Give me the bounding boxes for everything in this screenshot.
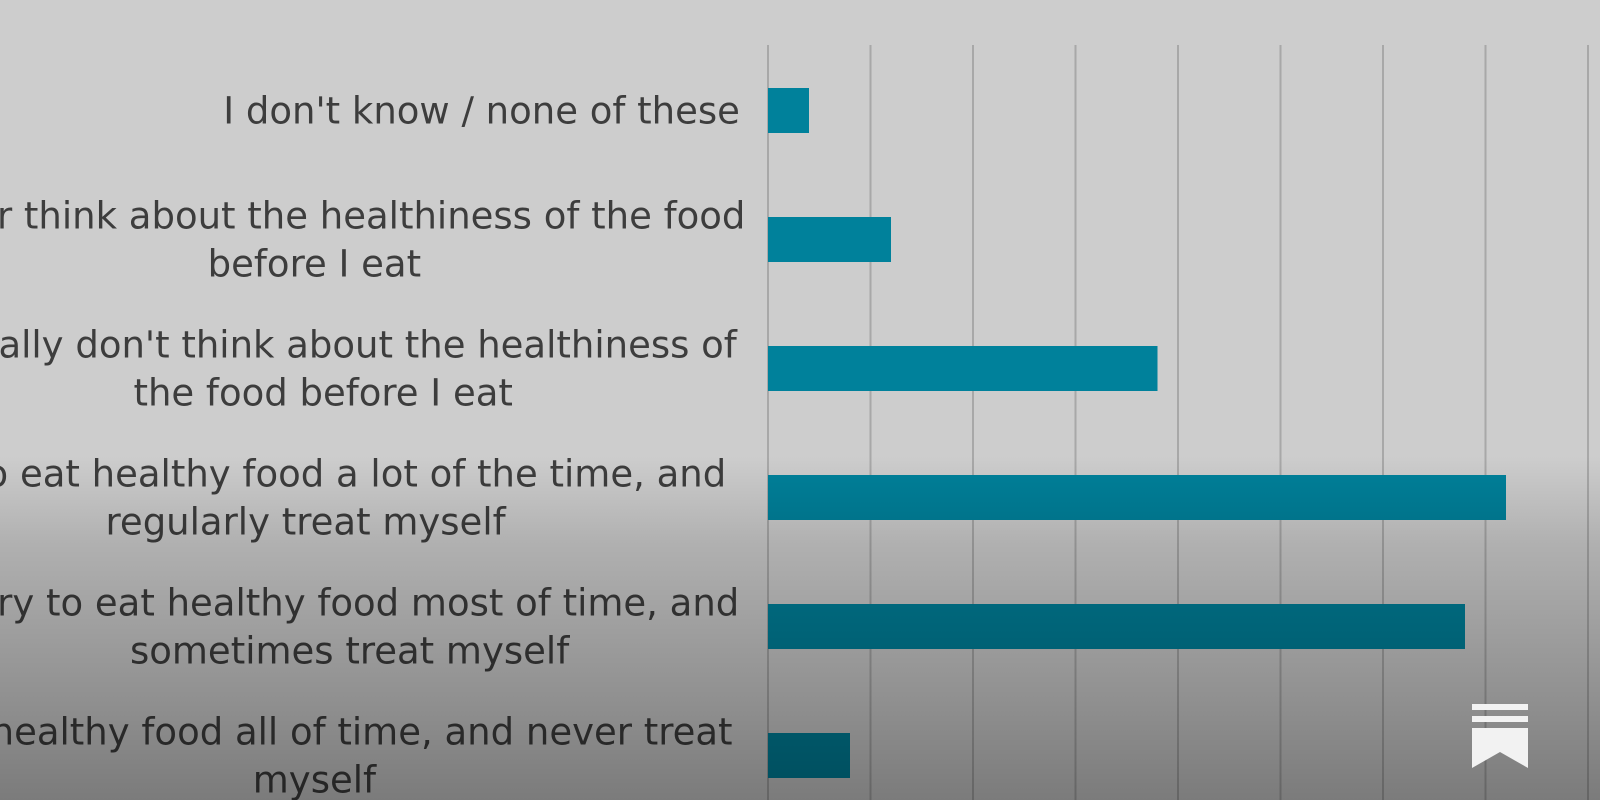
bookmark-icon (1472, 704, 1528, 768)
category-label-line: regularly treat myself (106, 501, 507, 544)
bar-2 (768, 217, 891, 262)
category-label-5: I try to eat healthy food most of time, … (0, 582, 739, 673)
bar-6 (768, 733, 850, 778)
bar-3 (768, 346, 1158, 391)
bars (768, 88, 1506, 778)
category-label-line: myself (253, 759, 377, 800)
category-label-line: before I eat (208, 243, 421, 286)
category-label-line: I try to eat healthy food most of time, … (0, 582, 739, 625)
category-label-line: I eat healthy food all of time, and neve… (0, 711, 733, 754)
bar-4 (768, 475, 1506, 520)
category-label-line: I don't know / none of these (223, 90, 740, 133)
category-label-3: I usually don't think about the healthin… (0, 324, 738, 415)
category-label-line: I try to eat healthy food a lot of the t… (0, 453, 726, 496)
category-label-line: the food before I eat (133, 372, 513, 415)
gridlines (767, 45, 1589, 800)
bar-1 (768, 88, 809, 133)
category-label-line: sometimes treat myself (130, 630, 570, 673)
category-label-6: I eat healthy food all of time, and neve… (0, 711, 733, 800)
category-label-4: I try to eat healthy food a lot of the t… (0, 453, 726, 544)
category-label-2: I never think about the healthiness of t… (0, 195, 745, 286)
category-labels: I don't know / none of these I never thin… (0, 90, 745, 800)
bar-5 (768, 604, 1465, 649)
category-label-1: I don't know / none of these (223, 90, 740, 133)
category-label-line: I never think about the healthiness of t… (0, 195, 745, 238)
category-label-line: I usually don't think about the healthin… (0, 324, 738, 367)
